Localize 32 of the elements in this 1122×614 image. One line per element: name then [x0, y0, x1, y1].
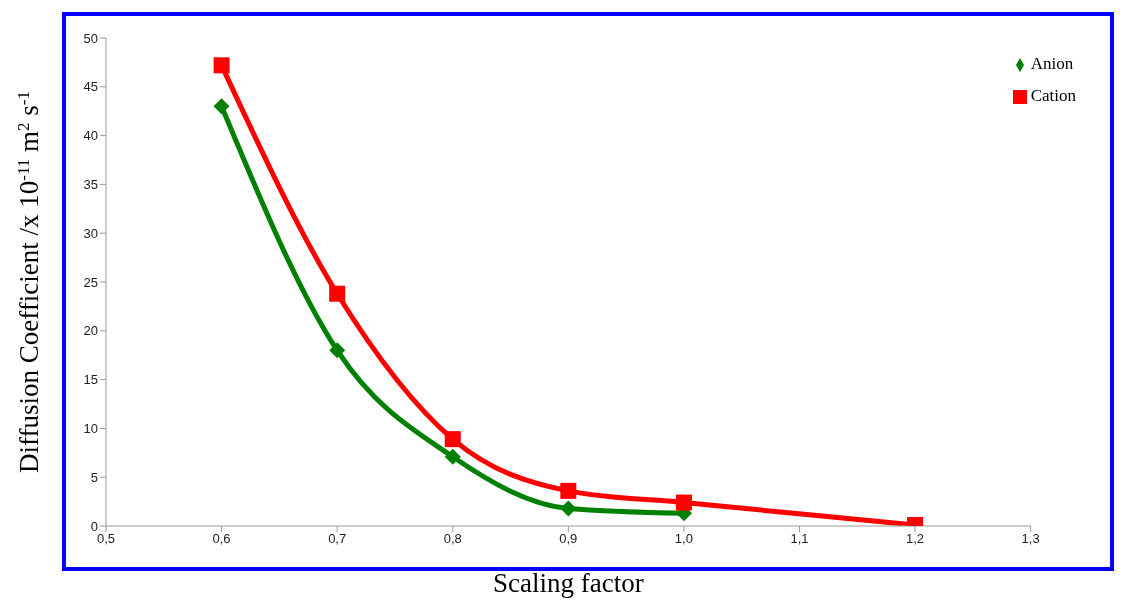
x-tick-label: 0,5 — [96, 531, 116, 547]
legend-label: Anion — [1030, 54, 1074, 73]
point — [444, 431, 461, 448]
x-tick-label: 1,1 — [790, 531, 809, 547]
point — [444, 448, 461, 465]
point — [213, 57, 230, 74]
y-tick-label: 10 — [83, 421, 98, 437]
x-tick-label: 1,3 — [1021, 531, 1040, 547]
point — [675, 494, 692, 511]
y-tick-label: 35 — [83, 177, 98, 193]
x-tick-label: 1,2 — [906, 531, 925, 547]
y-tick-label: 45 — [83, 79, 98, 95]
y-tick-label: 20 — [83, 323, 98, 339]
x-tick-label: 1,0 — [674, 531, 693, 547]
y-tick-label: 15 — [83, 372, 98, 388]
y-tick-label: 30 — [83, 225, 98, 241]
point — [329, 342, 346, 359]
y-tick-label: 0 — [90, 518, 98, 534]
y-tick-label: 25 — [83, 274, 98, 290]
point — [560, 482, 577, 499]
legend-label: Cation — [1030, 86, 1076, 105]
y-tick-label: 50 — [83, 30, 98, 46]
point — [560, 500, 577, 517]
y-tick-label: 40 — [83, 128, 98, 144]
y-tick-label: 5 — [90, 469, 98, 485]
x-tick-label: 0,6 — [212, 531, 231, 547]
x-axis-title: Scaling factor — [492, 568, 644, 598]
point — [213, 98, 230, 115]
point — [329, 285, 346, 302]
x-tick-label: 0,9 — [559, 531, 578, 547]
x-tick-label: 0,7 — [328, 531, 347, 547]
x-tick-label: 0,8 — [443, 531, 462, 547]
